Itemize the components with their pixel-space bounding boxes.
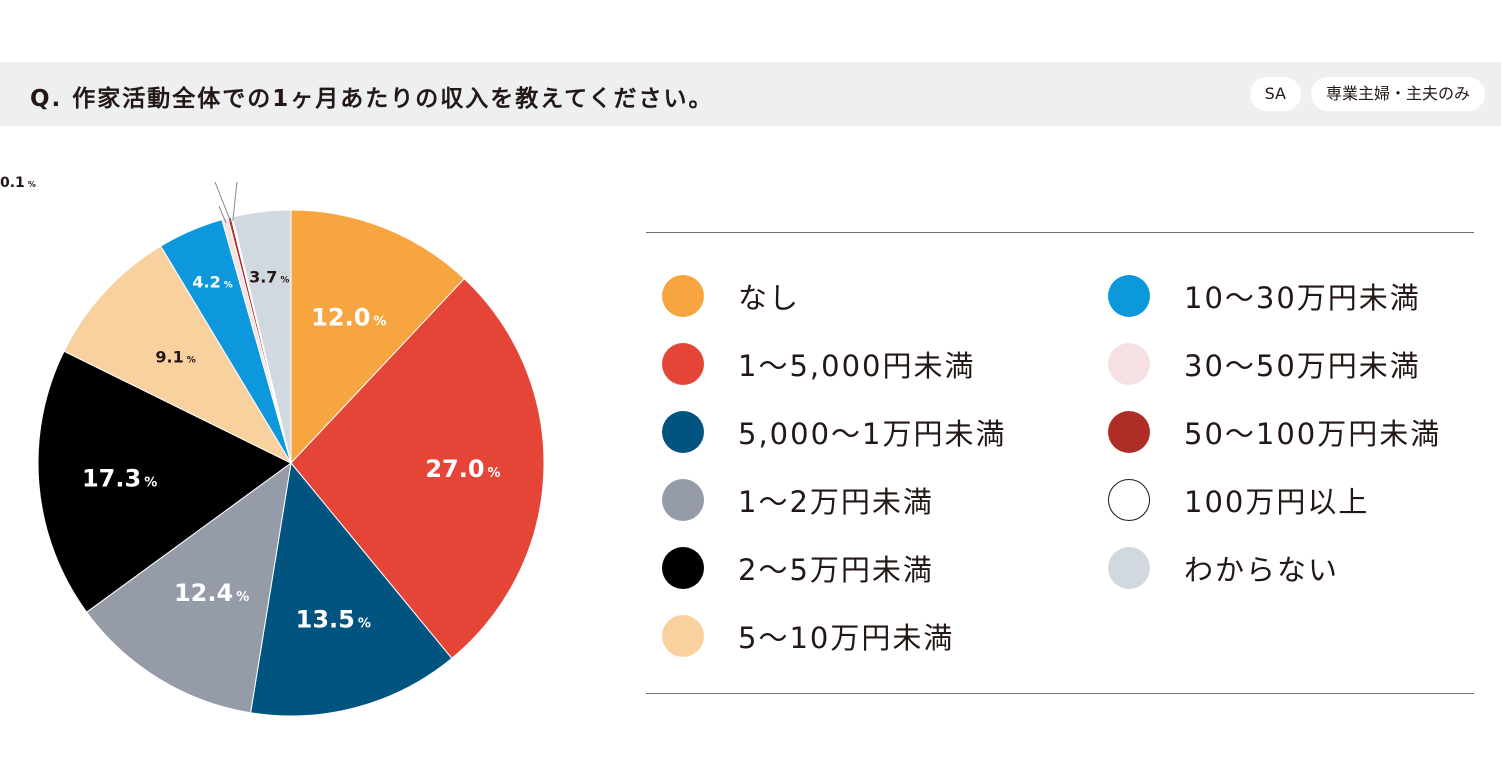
legend-swatch (662, 479, 704, 521)
legend-label: 5,000～1万円未満 (738, 417, 1007, 451)
legend-item-7: 30～50万円未満 (1108, 342, 1421, 386)
legend-swatch (662, 411, 704, 453)
data-label-1: 27.0% (425, 455, 500, 483)
data-label-2: 13.5% (296, 606, 371, 634)
legend-item-2: 5,000～1万円未満 (662, 410, 1006, 454)
legend-label: 5～10万円未満 (738, 621, 955, 655)
tag-respondent-group: 専業主婦・主夫のみ (1310, 77, 1485, 111)
legend-label: 1～2万円未満 (738, 485, 934, 519)
legend-item-3: 1～2万円未満 (662, 478, 934, 522)
legend-swatch (1108, 275, 1150, 317)
legend-item-5: 5～10万円未満 (662, 614, 954, 658)
legend-swatch (1108, 343, 1150, 385)
legend-swatch (662, 547, 704, 589)
pie-slice-1 (290, 277, 545, 660)
leader-lines (214, 181, 238, 223)
legend-swatch (1108, 411, 1150, 453)
legend-item-9: 100万円以上 (1108, 478, 1369, 522)
legend-swatch (1108, 479, 1150, 521)
legend-swatch (662, 343, 704, 385)
data-label-9: 0.1% (0, 175, 36, 191)
pie-slices (37, 209, 545, 717)
legend-swatch (1108, 547, 1150, 589)
legend-label: 100万円以上 (1184, 485, 1370, 519)
data-label-3: 12.4% (174, 579, 249, 607)
legend-swatch (662, 275, 704, 317)
legend-label: 50～100万円未満 (1184, 417, 1442, 451)
legend-label: 30～50万円未満 (1184, 349, 1421, 383)
legend-label: 1～5,000円未満 (738, 349, 976, 383)
pie-slice-3 (85, 461, 292, 714)
leader-line-7 (218, 205, 227, 223)
leader-line-9 (232, 181, 238, 221)
pie-slice-2 (250, 461, 453, 717)
legend-label: 2～5万円未満 (738, 553, 934, 587)
legend-item-4: 2～5万円未満 (662, 546, 934, 590)
pie-slice-10 (232, 209, 292, 464)
legend-swatch (662, 615, 704, 657)
legend-item-10: わからない (1108, 546, 1339, 590)
tag-answer-type: SA (1249, 77, 1301, 111)
tag-group: SA 専業主婦・主夫のみ (1249, 77, 1485, 111)
data-label-6: 4.2% (192, 273, 232, 292)
legend-label: なし (738, 281, 801, 315)
data-label-10: 3.7% (249, 268, 289, 287)
leader-line-8 (214, 181, 231, 222)
question-header: Q. 作家活動全体での1ヶ月あたりの収入を教えてください。 SA 専業主婦・主夫… (0, 62, 1501, 126)
legend-item-1: 1～5,000円未満 (662, 342, 975, 386)
legend-bottom-rule (646, 693, 1474, 694)
data-labels: 12.0%27.0%13.5%12.4%17.3%9.1%4.2%0.4%0.2… (0, 175, 501, 634)
legend-item-8: 50～100万円未満 (1108, 410, 1441, 454)
pie-slice-4 (37, 350, 292, 613)
pie-chart: 12.0%27.0%13.5%12.4%17.3%9.1%4.2%0.4%0.2… (0, 175, 545, 717)
question-title: Q. 作家活動全体での1ヶ月あたりの収入を教えてください。 (30, 86, 714, 112)
legend-label: わからない (1184, 553, 1340, 587)
data-label-4: 17.3% (82, 464, 157, 492)
data-label-0: 12.0% (311, 304, 386, 332)
legend-item-0: なし (662, 274, 800, 318)
pie-slice-0 (290, 209, 466, 465)
legend-item-6: 10～30万円未満 (1108, 274, 1421, 318)
legend-label: 10～30万円未満 (1184, 281, 1421, 315)
pie-slice-5 (63, 245, 293, 465)
legend-top-rule (646, 232, 1474, 233)
data-label-5: 9.1% (155, 347, 195, 366)
